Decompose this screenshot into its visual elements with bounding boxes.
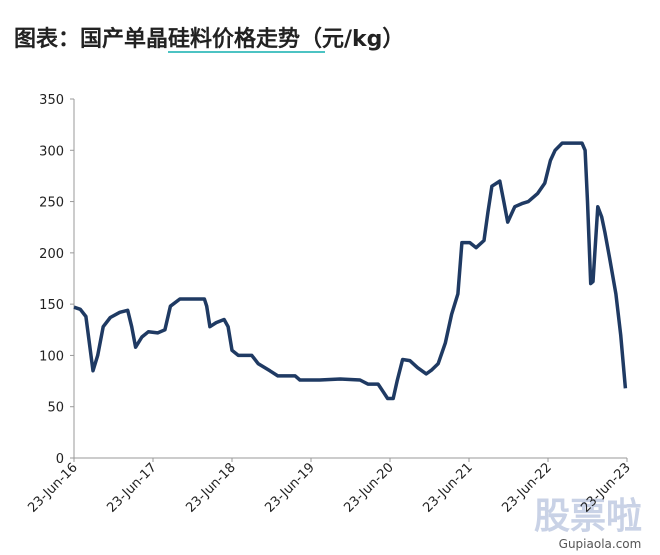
y-tick-label: 100 — [39, 349, 64, 364]
y-tick-label: 50 — [47, 401, 64, 416]
watermark: 股票啦 — [534, 496, 642, 537]
x-tick-label: 23-Jun-21 — [420, 460, 476, 516]
y-tick-label: 300 — [39, 144, 64, 159]
chart-title: 图表：国产单晶硅料价格走势（元/kg） — [14, 26, 404, 52]
line — [73, 141, 628, 401]
x-tick-label: 23-Jun-16 — [25, 460, 81, 516]
y-tick-label: 200 — [39, 247, 64, 262]
y-tick-label: 0 — [56, 452, 64, 467]
x-tick-label: 23-Jun-19 — [262, 460, 318, 516]
watermark-url: Gupiaola.com — [559, 537, 642, 551]
x-tick-label: 23-Jun-18 — [183, 460, 239, 516]
x-tick-label: 23-Jun-20 — [341, 460, 397, 516]
x-tick-label: 23-Jun-17 — [104, 460, 160, 516]
y-tick-label: 350 — [39, 93, 64, 108]
y-tick-label: 150 — [39, 298, 64, 313]
y-tick-label: 250 — [39, 196, 64, 211]
